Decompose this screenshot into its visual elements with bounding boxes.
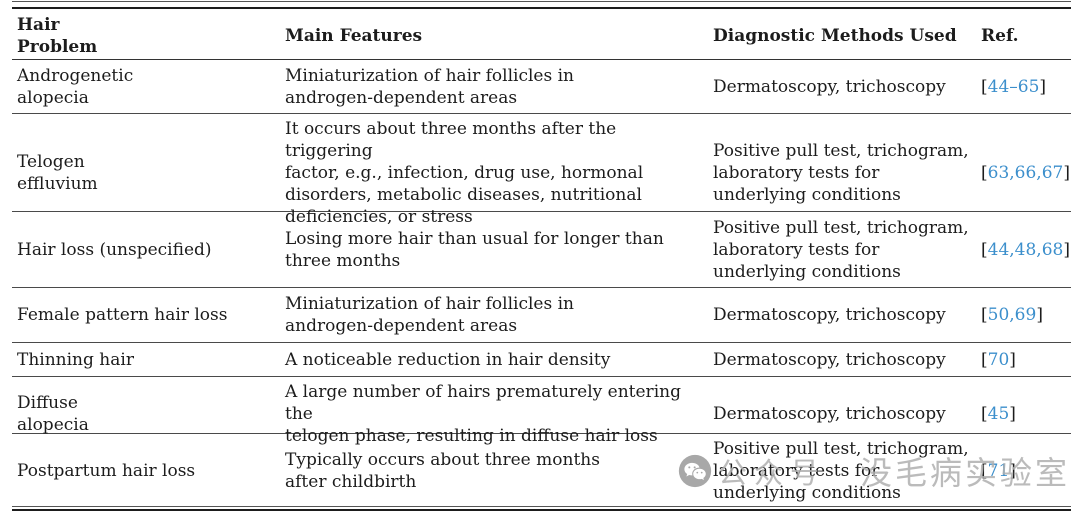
cell-problem: Thinning hair xyxy=(17,349,134,370)
table-row-androgenetic-alopecia: Androgenetic alopecia Miniaturization of… xyxy=(12,60,1071,114)
cell-methods: Dermatoscopy, trichoscopy xyxy=(713,404,946,424)
cell-features: Miniaturization of hair follicles in and… xyxy=(285,294,575,336)
cell-problem: Diffuse alopecia xyxy=(17,393,89,435)
cell-ref: [70] xyxy=(981,345,1071,375)
cell-features: Losing more hair than usual for longer t… xyxy=(285,228,664,271)
cell-methods: Dermatoscopy, trichoscopy xyxy=(713,305,946,325)
citation-link[interactable]: 44–65 xyxy=(987,76,1040,97)
bracket-close: ] xyxy=(1009,349,1016,370)
header-hair-problem: Hair Problem xyxy=(17,14,98,57)
cell-ref: [71] xyxy=(981,456,1071,486)
cell-methods: Positive pull test, trichogram, laborato… xyxy=(713,141,969,205)
cell-features: A noticeable reduction in hair density xyxy=(285,349,611,370)
hair-problems-table: Hair Problem Main Features Diagnostic Me… xyxy=(12,10,1071,508)
citation-link[interactable]: 44,48,68 xyxy=(987,239,1064,260)
bracket-close: ] xyxy=(1063,239,1070,260)
cell-problem: Telogen effluvium xyxy=(17,152,98,194)
cell-ref: [44,48,68] xyxy=(981,235,1076,265)
table-bottom-rule xyxy=(12,508,1071,511)
header-ref: Ref. xyxy=(981,25,1019,46)
bracket-open: [ xyxy=(981,163,988,183)
cell-features: Miniaturization of hair follicles in and… xyxy=(285,65,575,108)
bracket-close: ] xyxy=(1009,461,1016,481)
bracket-open: [ xyxy=(981,305,988,325)
cell-features: Typically occurs about three months afte… xyxy=(285,450,600,492)
table-row-thinning-hair: Thinning hair A noticeable reduction in … xyxy=(12,343,1071,377)
bracket-open: [ xyxy=(981,349,988,370)
bracket-close: ] xyxy=(1009,404,1016,424)
citation-link[interactable]: 50,69 xyxy=(987,305,1037,325)
cell-methods: Positive pull test, trichogram, laborato… xyxy=(713,217,969,282)
table-row-telogen-effluvium: Telogen effluvium It occurs about three … xyxy=(12,114,1071,227)
cell-ref: [44–65] xyxy=(981,72,1071,102)
citation-link[interactable]: 71 xyxy=(987,461,1010,481)
bracket-open: [ xyxy=(981,239,988,260)
cell-problem: Androgenetic alopecia xyxy=(17,65,134,108)
citation-link[interactable]: 70 xyxy=(987,349,1010,370)
cell-ref: [50,69] xyxy=(981,300,1071,330)
bracket-close: ] xyxy=(1036,305,1043,325)
bracket-close: ] xyxy=(1039,76,1047,97)
cell-ref: [45] xyxy=(981,399,1071,429)
table-row-postpartum-hair-loss: Postpartum hair loss Typically occurs ab… xyxy=(12,434,1071,507)
table-row-female-pattern-hair-loss: Female pattern hair loss Miniaturization… xyxy=(12,288,1071,343)
cell-features: A large number of hairs prematurely ente… xyxy=(285,382,681,446)
cell-features: It occurs about three months after the t… xyxy=(285,119,644,227)
table-header-row: Hair Problem Main Features Diagnostic Me… xyxy=(12,10,1071,60)
table-row-hair-loss-unspecified: Hair loss (unspecified) Losing more hair… xyxy=(12,212,1071,288)
table-bottom-thin-rule xyxy=(12,506,1071,507)
cell-problem: Postpartum hair loss xyxy=(17,461,196,481)
cell-methods: Dermatoscopy, trichoscopy xyxy=(713,349,946,370)
citation-link[interactable]: 63,66,67 xyxy=(987,163,1064,183)
bracket-open: [ xyxy=(981,461,988,481)
citation-link[interactable]: 45 xyxy=(987,404,1010,424)
cell-methods: Dermatoscopy, trichoscopy xyxy=(713,76,946,97)
bracket-open: [ xyxy=(981,404,988,424)
cell-problem: Female pattern hair loss xyxy=(17,305,228,325)
table-top-rule xyxy=(12,6,1071,9)
table-row-diffuse-alopecia: Diffuse alopecia A large number of hairs… xyxy=(12,377,1071,446)
cell-ref: [63,66,67] xyxy=(981,158,1076,188)
cell-problem: Hair loss (unspecified) xyxy=(17,239,212,260)
cell-methods: Positive pull test, trichogram, laborato… xyxy=(713,439,969,503)
bracket-close: ] xyxy=(1063,163,1070,183)
header-diagnostic-methods: Diagnostic Methods Used xyxy=(713,25,957,46)
header-main-features: Main Features xyxy=(285,25,423,46)
table-top-thin-rule xyxy=(12,1,1071,2)
bracket-open: [ xyxy=(981,76,988,97)
